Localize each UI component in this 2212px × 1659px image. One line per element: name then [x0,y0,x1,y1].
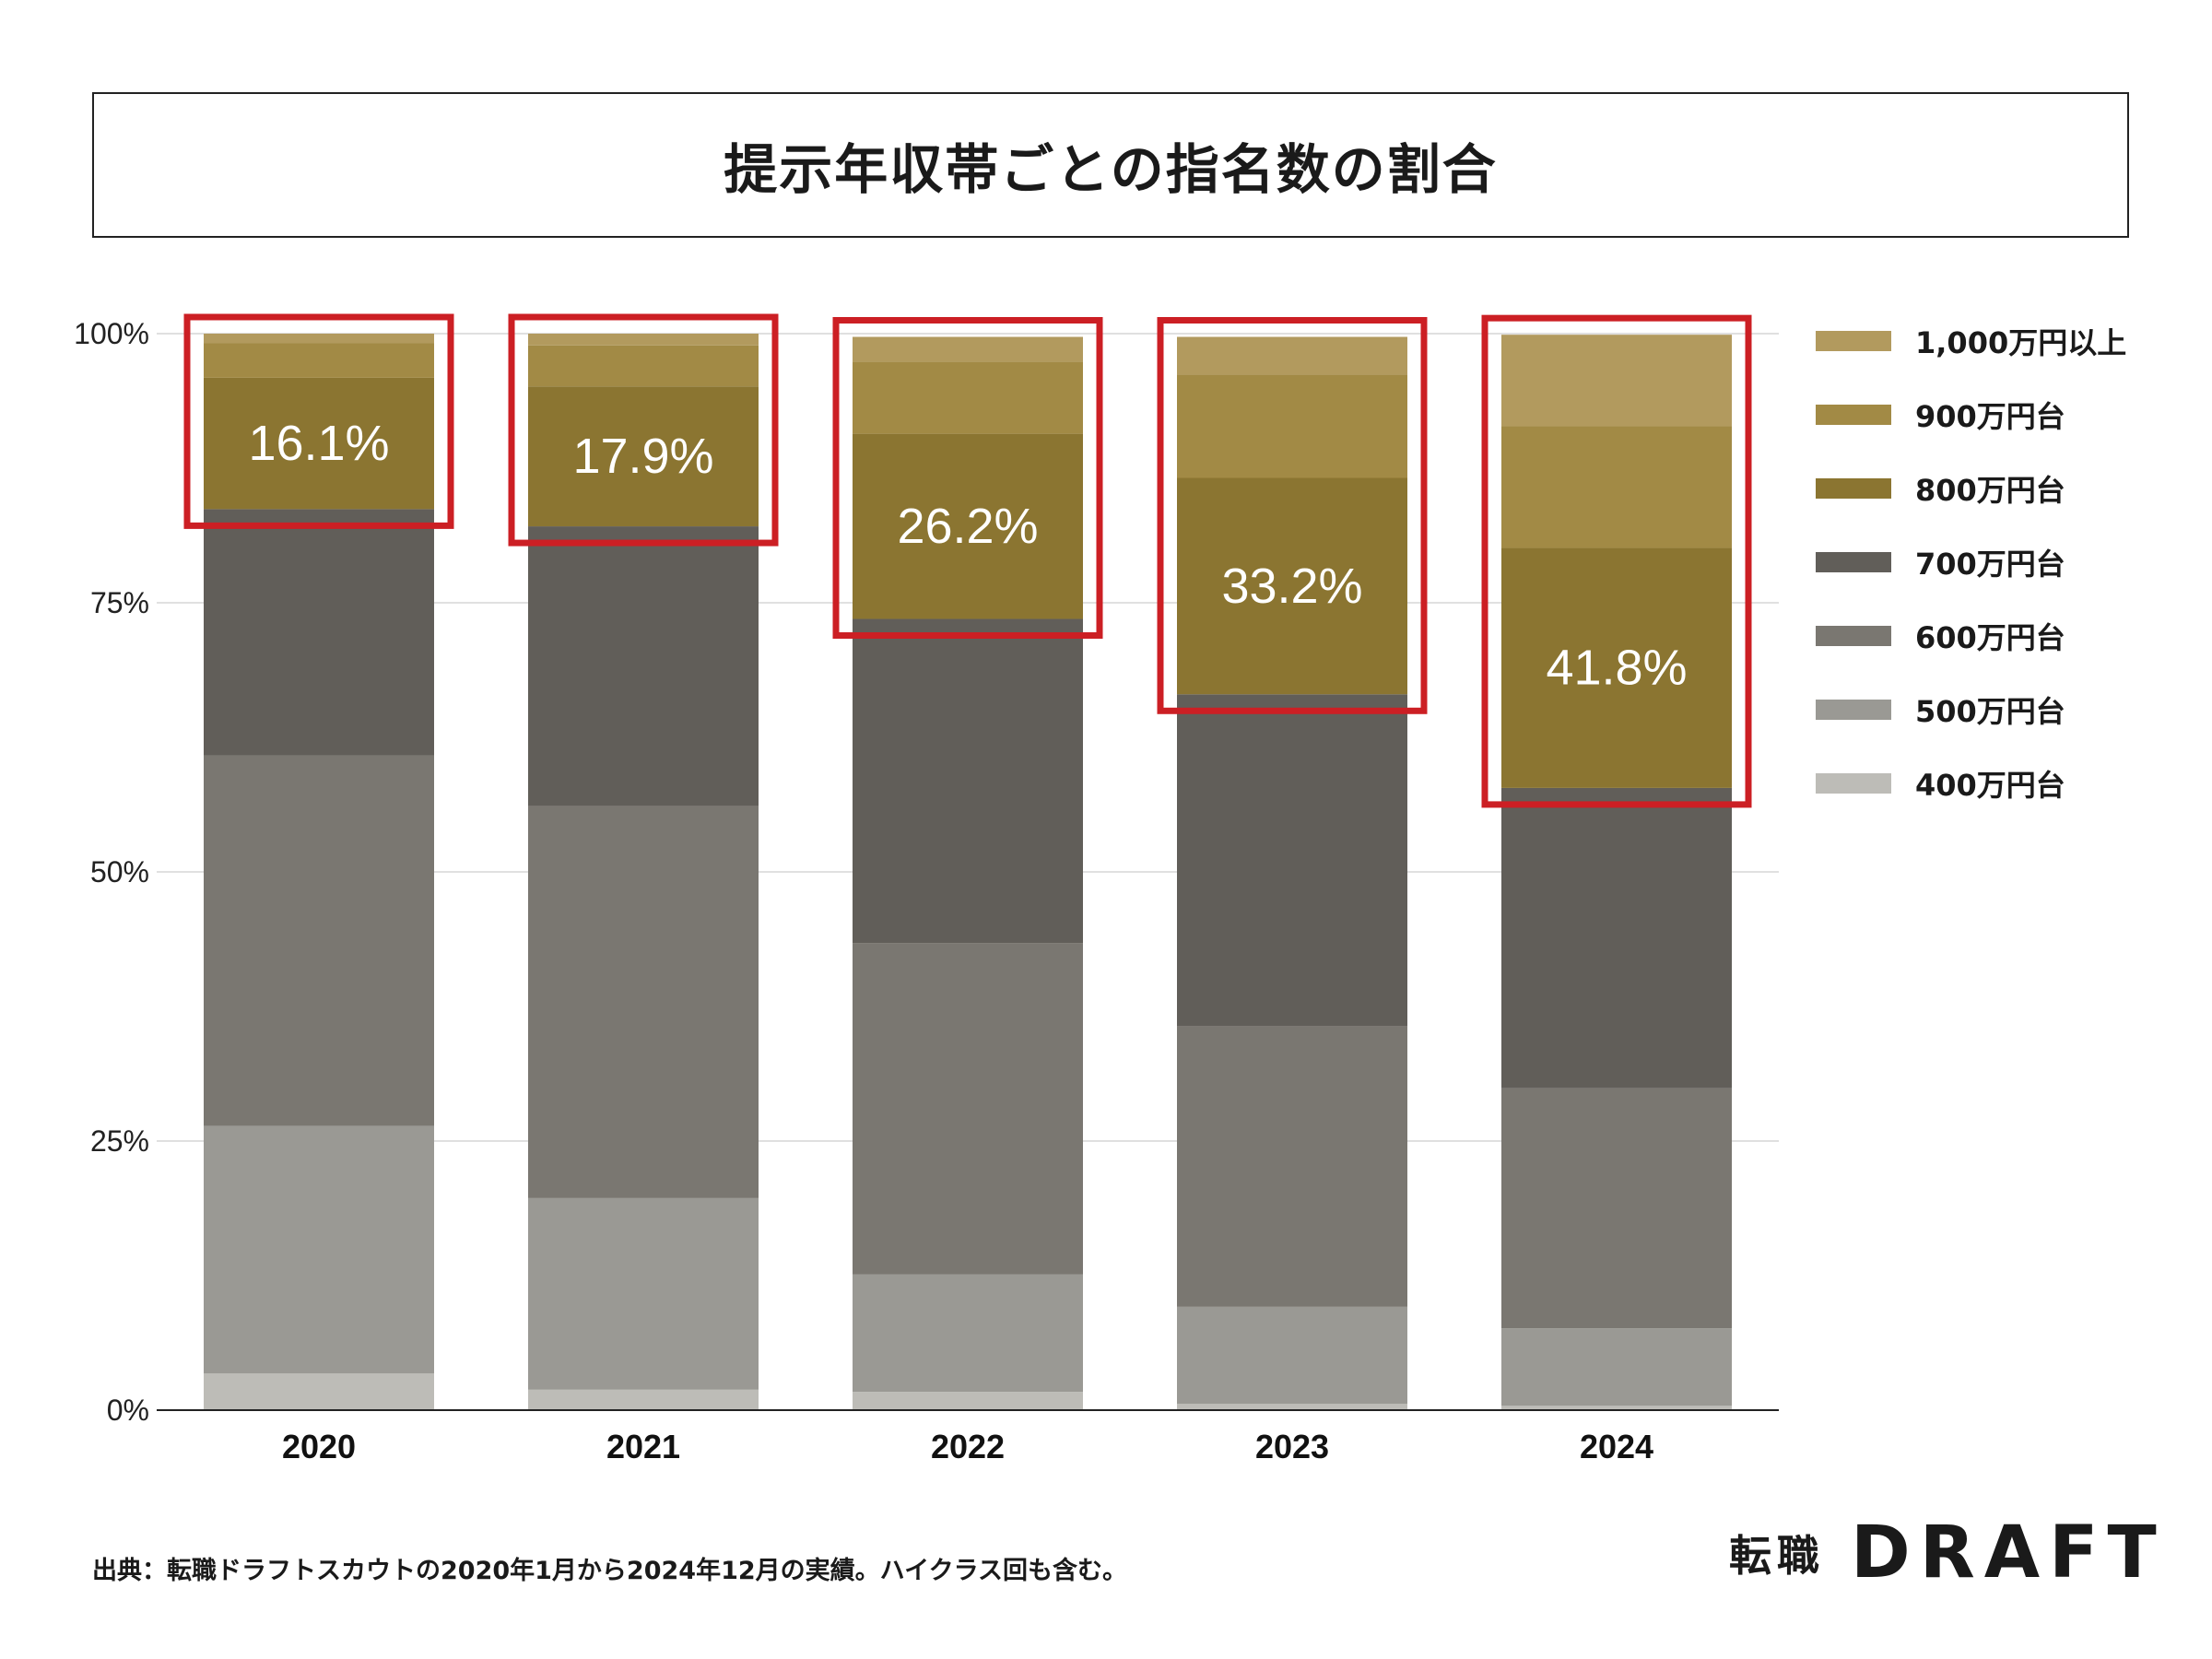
bar-segment [528,334,759,346]
bar-segment [853,1392,1083,1410]
bar-segment [528,806,759,1198]
legend-label: 800万円台 [1915,473,2065,508]
legend-label: 400万円台 [1915,768,2065,803]
legend-item: 600万円台 [1816,599,2126,673]
bar-segment [853,1274,1083,1393]
highlight-box [1157,317,1428,714]
bar-segment [204,1373,434,1410]
bar-segment [528,1197,759,1390]
logo-en-text: DRAFT [1851,1512,2166,1594]
chart-title-box: 提示年収帯ごとの指名数の割合 [92,92,2129,238]
bar-segment [1177,1026,1407,1307]
bar-segment [204,509,434,756]
highlight-box [832,317,1103,640]
bar-segment [1501,1328,1732,1406]
legend-item: 800万円台 [1816,452,2126,525]
logo-jp-text: 転職 [1729,1531,1825,1581]
bar-segment [528,345,759,387]
legend-item: 900万円台 [1816,378,2126,452]
y-tick-label: 0% [107,1394,149,1427]
y-tick-label: 25% [90,1124,149,1158]
highlight-percent-label: 41.8% [1546,641,1687,696]
highlight-percent-label: 17.9% [572,429,713,484]
bar-segment [528,1389,759,1410]
chart-title: 提示年収帯ごとの指名数の割合 [724,138,1498,201]
highlight-percent-label: 26.2% [897,499,1038,554]
bar-segment [1177,477,1407,695]
legend-label: 900万円台 [1915,399,2065,434]
bar-segment [1177,694,1407,1027]
legend-swatch [1816,331,1891,351]
bar-segment [853,433,1083,619]
x-tick-label: 2020 [282,1428,356,1465]
bar-segment [1177,336,1407,375]
highlight-box [1481,314,1752,808]
bar-segment [528,386,759,527]
legend-label: 700万円台 [1915,547,2065,582]
highlight-percent-label: 16.1% [248,416,389,471]
bar-segment [1501,1088,1732,1329]
highlight-box [183,313,454,529]
highlight-box [508,313,779,547]
chart-legend: 1,000万円以上 900万円台 800万円台 700万円台 600万円台 500万円台 4… [1816,304,2126,820]
legend-swatch [1816,626,1891,646]
bar-segment [204,343,434,378]
legend-label: 500万円台 [1915,694,2065,729]
bar-segment [1501,335,1732,427]
legend-swatch [1816,405,1891,425]
legend-swatch [1816,478,1891,499]
bar-segment [528,526,759,806]
legend-label: 1,000万円以上 [1915,325,2127,360]
y-tick-label: 100% [74,317,149,350]
source-note: 出典：転職ドラフトスカウトの2020年1月から2024年12月の実績。ハイクラス… [92,1557,1128,1585]
x-tick-label: 2022 [931,1428,1005,1465]
bar-segment [853,943,1083,1275]
bar-segment [1177,1306,1407,1404]
bar-segment [204,334,434,344]
bar-segment [204,755,434,1126]
bar-segment [853,336,1083,362]
legend-item: 1,000万円以上 [1816,304,2126,378]
bar-segment [1501,547,1732,788]
bar-segment [1501,426,1732,548]
bar-segment [1501,787,1732,1088]
x-tick-label: 2023 [1255,1428,1329,1465]
legend-swatch [1816,700,1891,720]
x-tick-label: 2021 [606,1428,680,1465]
bar-segment [1177,374,1407,478]
bar-segment [1177,1403,1407,1410]
bar-segment [853,361,1083,434]
legend-label: 600万円台 [1915,620,2065,655]
bar-segment [204,1125,434,1374]
bar-segment [1501,1406,1732,1410]
legend-swatch [1816,773,1891,794]
bar-segment [853,618,1083,944]
legend-item: 500万円台 [1816,673,2126,747]
highlight-percent-label: 33.2% [1221,559,1362,614]
legend-item: 400万円台 [1816,747,2126,820]
y-tick-label: 75% [90,586,149,619]
y-tick-label: 50% [90,855,149,888]
draft-logo: 転職 DRAFT [1729,1512,2166,1594]
bar-segment [204,377,434,510]
legend-swatch [1816,552,1891,572]
x-tick-label: 2024 [1580,1428,1653,1465]
legend-item: 700万円台 [1816,525,2126,599]
